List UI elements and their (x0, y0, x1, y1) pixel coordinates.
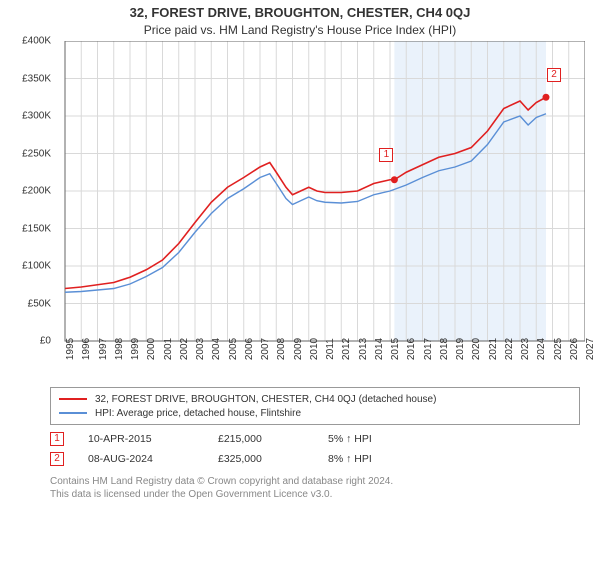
legend-row-price: 32, FOREST DRIVE, BROUGHTON, CHESTER, CH… (59, 392, 571, 406)
x-axis-label: 2021 (488, 338, 499, 360)
x-axis-label: 2020 (471, 338, 482, 360)
sale-marker-2: 2 (50, 452, 64, 466)
x-axis-label: 2005 (228, 338, 239, 360)
sale-date-1: 10-APR-2015 (88, 433, 218, 445)
x-axis-label: 2010 (309, 338, 320, 360)
x-axis-label: 2004 (211, 338, 222, 360)
y-axis-label: £0 (1, 336, 51, 347)
sales-row-1: 1 10-APR-2015 £215,000 5% ↑ HPI (50, 429, 580, 449)
legend-swatch-hpi (59, 412, 87, 414)
chart-marker-2: 2 (547, 68, 561, 82)
footer-line-1: Contains HM Land Registry data © Crown c… (50, 475, 580, 488)
y-axis-label: £50K (1, 298, 51, 309)
x-axis-label: 2009 (293, 338, 304, 360)
sales-table: 1 10-APR-2015 £215,000 5% ↑ HPI 2 08-AUG… (50, 429, 580, 469)
sale-date-2: 08-AUG-2024 (88, 453, 218, 465)
x-axis-label: 2012 (341, 338, 352, 360)
x-axis-label: 2026 (569, 338, 580, 360)
x-axis-label: 2025 (553, 338, 564, 360)
x-axis-label: 2002 (179, 338, 190, 360)
chart-title: 32, FOREST DRIVE, BROUGHTON, CHESTER, CH… (0, 5, 600, 20)
x-axis-label: 2014 (374, 338, 385, 360)
x-axis-label: 2017 (423, 338, 434, 360)
legend-row-hpi: HPI: Average price, detached house, Flin… (59, 406, 571, 420)
sale-diff-2: 8% ↑ HPI (328, 453, 580, 465)
chart-area: £0£50K£100K£150K£200K£250K£300K£350K£400… (15, 41, 585, 381)
sale-price-1: £215,000 (218, 433, 328, 445)
x-axis-label: 2016 (406, 338, 417, 360)
legend-label-hpi: HPI: Average price, detached house, Flin… (95, 408, 301, 419)
x-axis-label: 2003 (195, 338, 206, 360)
x-axis-label: 2027 (585, 338, 596, 360)
x-axis-label: 2013 (358, 338, 369, 360)
sale-diff-1: 5% ↑ HPI (328, 433, 580, 445)
sale-marker-1: 1 (50, 432, 64, 446)
chart-marker-1: 1 (379, 148, 393, 162)
x-axis-label: 2000 (146, 338, 157, 360)
y-axis-label: £150K (1, 223, 51, 234)
legend-label-price: 32, FOREST DRIVE, BROUGHTON, CHESTER, CH… (95, 394, 436, 405)
sales-row-2: 2 08-AUG-2024 £325,000 8% ↑ HPI (50, 449, 580, 469)
x-axis-label: 1996 (81, 338, 92, 360)
x-axis-label: 2011 (325, 338, 336, 360)
x-axis-label: 1997 (98, 338, 109, 360)
x-axis-label: 2007 (260, 338, 271, 360)
y-axis-label: £250K (1, 148, 51, 159)
y-axis-label: £300K (1, 111, 51, 122)
y-axis-label: £400K (1, 36, 51, 47)
legend-swatch-price (59, 398, 87, 400)
y-axis-label: £200K (1, 186, 51, 197)
x-axis-label: 2018 (439, 338, 450, 360)
x-axis-label: 1999 (130, 338, 141, 360)
x-axis-label: 2008 (276, 338, 287, 360)
x-axis-label: 2023 (520, 338, 531, 360)
x-axis-label: 1998 (114, 338, 125, 360)
x-axis-label: 2015 (390, 338, 401, 360)
chart-subtitle: Price paid vs. HM Land Registry's House … (0, 23, 600, 37)
y-axis-label: £100K (1, 261, 51, 272)
x-axis-label: 2019 (455, 338, 466, 360)
y-axis-label: £350K (1, 73, 51, 84)
legend: 32, FOREST DRIVE, BROUGHTON, CHESTER, CH… (50, 387, 580, 425)
footer: Contains HM Land Registry data © Crown c… (50, 475, 580, 501)
footer-line-2: This data is licensed under the Open Gov… (50, 488, 580, 501)
x-axis-label: 1995 (65, 338, 76, 360)
x-axis-label: 2001 (163, 338, 174, 360)
x-axis-label: 2022 (504, 338, 515, 360)
x-axis-label: 2024 (536, 338, 547, 360)
sale-price-2: £325,000 (218, 453, 328, 465)
x-axis-label: 2006 (244, 338, 255, 360)
